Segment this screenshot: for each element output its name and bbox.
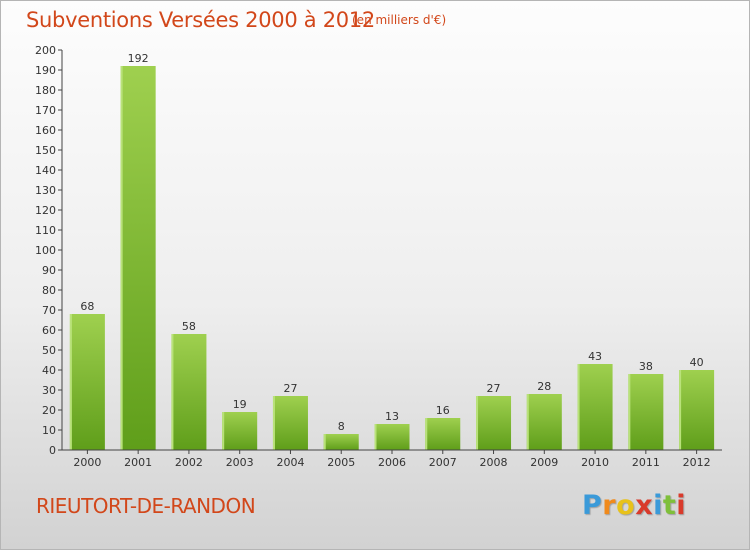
x-tick-label: 2002 <box>175 456 203 469</box>
logo-letter: o <box>616 490 636 521</box>
data-label: 19 <box>233 398 247 411</box>
data-label: 28 <box>537 380 551 393</box>
data-label: 58 <box>182 320 196 333</box>
y-tick-label: 70 <box>42 304 56 317</box>
bar <box>374 424 410 450</box>
data-label: 27 <box>283 382 297 395</box>
data-label: 43 <box>588 350 602 363</box>
bar <box>425 418 461 450</box>
y-tick-label: 40 <box>42 364 56 377</box>
data-label: 192 <box>128 52 149 65</box>
bar <box>476 396 512 450</box>
bar <box>171 334 207 450</box>
x-tick-label: 2001 <box>124 456 152 469</box>
data-label: 40 <box>690 356 704 369</box>
x-axis: 2000 2001 2002 2003 2004 2005 2006 2007 2008 2009… <box>62 449 722 469</box>
bar-highlight <box>272 396 275 450</box>
bar <box>526 394 562 450</box>
x-tick-label: 2000 <box>73 456 101 469</box>
bar-highlight <box>69 314 72 450</box>
data-label: 8 <box>338 420 345 433</box>
x-tick-label: 2005 <box>327 456 355 469</box>
y-tick-label: 80 <box>42 284 56 297</box>
bar-highlight <box>628 374 631 450</box>
bars: 68 192 58 19 27 8 13 16 27 28 43 38 40 <box>69 52 715 450</box>
data-label: 27 <box>487 382 501 395</box>
y-tick-label: 170 <box>35 104 56 117</box>
logo-letter: i <box>653 490 663 521</box>
bar <box>69 314 105 450</box>
data-label: 38 <box>639 360 653 373</box>
y-tick-label: 180 <box>35 84 56 97</box>
bar <box>577 364 613 450</box>
bar <box>323 434 359 450</box>
y-tick-label: 160 <box>35 124 56 137</box>
bar <box>222 412 258 450</box>
bar-highlight <box>120 66 123 450</box>
y-tick-label: 50 <box>42 344 56 357</box>
logo-letter: P <box>582 490 603 521</box>
x-tick-label: 2010 <box>581 456 609 469</box>
chart-subtitle: (en milliers d'€) <box>352 13 447 27</box>
y-tick-label: 20 <box>42 404 56 417</box>
data-label: 13 <box>385 410 399 423</box>
x-tick-label: 2006 <box>378 456 406 469</box>
logo-letter: x <box>635 490 654 521</box>
x-tick-label: 2012 <box>683 456 711 469</box>
x-tick-label: 2007 <box>429 456 457 469</box>
bar-highlight <box>374 424 377 450</box>
x-tick-label: 2008 <box>480 456 508 469</box>
y-axis: 0 10 20 30 40 50 60 70 80 90 100 110 120 130 140 150 160… <box>35 44 63 457</box>
bar <box>272 396 308 450</box>
y-tick-label: 60 <box>42 324 56 337</box>
x-tick-label: 2009 <box>530 456 558 469</box>
y-tick-label: 10 <box>42 424 56 437</box>
bar-highlight <box>526 394 529 450</box>
bar <box>679 370 715 450</box>
logo-letter: t <box>662 490 677 521</box>
bar <box>120 66 156 450</box>
bar-highlight <box>679 370 682 450</box>
y-tick-label: 120 <box>35 204 56 217</box>
data-label: 68 <box>80 300 94 313</box>
y-tick-label: 0 <box>49 444 56 457</box>
logo-letter: i <box>676 490 687 521</box>
logo-letter: r <box>602 490 617 521</box>
y-tick-label: 90 <box>42 264 56 277</box>
data-label: 16 <box>436 404 450 417</box>
y-tick-label: 110 <box>35 224 56 237</box>
bar-highlight <box>323 434 326 450</box>
bar <box>628 374 664 450</box>
x-tick-label: 2011 <box>632 456 660 469</box>
y-tick-label: 130 <box>35 184 56 197</box>
bar-highlight <box>476 396 479 450</box>
commune-name: RIEUTORT-DE-RANDON <box>36 494 256 518</box>
y-tick-label: 100 <box>35 244 56 257</box>
x-tick-label: 2004 <box>276 456 304 469</box>
chart-title: Subventions Versées 2000 à 2012 <box>26 8 375 32</box>
bar-highlight <box>425 418 428 450</box>
bar-highlight <box>171 334 174 450</box>
y-tick-label: 200 <box>35 44 56 57</box>
y-tick-label: 30 <box>42 384 56 397</box>
y-tick-label: 190 <box>35 64 56 77</box>
proxiti-logo: Proxiti <box>582 490 686 521</box>
x-tick-label: 2003 <box>226 456 254 469</box>
bar-highlight <box>577 364 580 450</box>
y-tick-label: 140 <box>35 164 56 177</box>
bar-highlight <box>222 412 225 450</box>
y-tick-label: 150 <box>35 144 56 157</box>
